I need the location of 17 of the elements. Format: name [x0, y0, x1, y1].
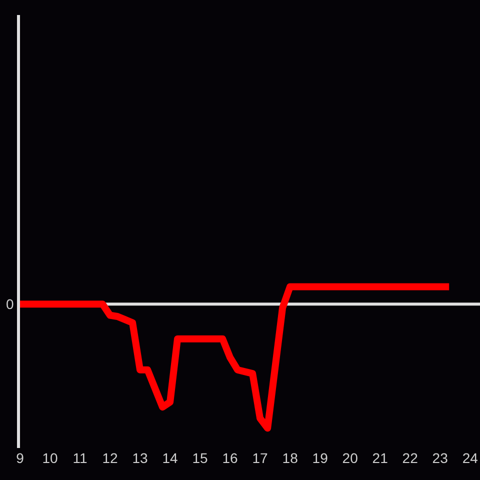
x-tick-label: 19 — [312, 450, 328, 466]
x-tick-label: 16 — [222, 450, 238, 466]
x-tick-label: 20 — [342, 450, 358, 466]
x-tick-label: 13 — [132, 450, 148, 466]
x-tick-label: 22 — [402, 450, 418, 466]
x-tick-label: 11 — [72, 450, 88, 466]
x-tick-label: 10 — [42, 450, 58, 466]
x-tick-label: 18 — [282, 450, 298, 466]
ref-line-label: 0 — [6, 296, 14, 312]
x-tick-label: 17 — [252, 450, 268, 466]
x-tick-label: 23 — [432, 450, 448, 466]
x-tick-label: 24 — [462, 450, 478, 466]
x-tick-label: 9 — [16, 450, 24, 466]
x-tick-label: 15 — [192, 450, 208, 466]
x-tick-label: 12 — [102, 450, 118, 466]
x-tick-label: 14 — [162, 450, 178, 466]
x-tick-label: 21 — [372, 450, 388, 466]
